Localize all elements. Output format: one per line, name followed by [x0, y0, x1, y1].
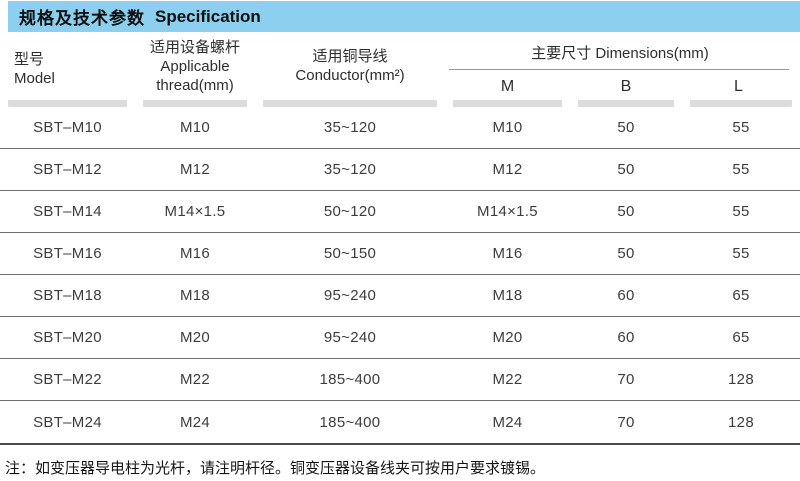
cell-model: SBT–M12: [33, 161, 102, 178]
cell-dim-l: 65: [732, 329, 750, 346]
cell-dim-m: M20: [492, 329, 523, 346]
cell-conductor: 35~120: [323, 161, 377, 178]
cell-thread: M14×1.5: [164, 203, 226, 220]
footnote: 注：如变压器导电柱为光杆，请注明杆径。铜变压器设备线夹可按用户要求镀锡。: [5, 460, 546, 477]
cell-thread: M10: [179, 119, 211, 136]
strip-segment: [690, 100, 792, 107]
cell-model: SBT–M18: [33, 287, 102, 304]
cell-model: SBT–M10: [33, 119, 102, 136]
cell-dim-l: 55: [732, 119, 750, 136]
cell-dim-l: 128: [728, 371, 754, 388]
cell-conductor: 95~240: [323, 287, 377, 304]
table-row: SBT–M22 M22 185~400 M22 70 128: [0, 359, 800, 401]
cell-thread: M18: [179, 287, 211, 304]
column-header-thread-en1: Applicable: [160, 57, 230, 75]
cell-dim-l: 128: [728, 413, 754, 431]
cell-dim-b: 50: [617, 203, 635, 220]
cell-model: SBT–M24: [33, 413, 102, 431]
cell-thread: M12: [179, 161, 211, 178]
column-header-thread: 适用设备螺杆 Applicable thread(mm): [135, 32, 255, 100]
strip-segment: [143, 100, 247, 107]
column-header-l: L: [734, 78, 743, 95]
cell-dim-m: M16: [492, 245, 523, 262]
dimensions-divider-line: [449, 69, 789, 70]
cell-dim-l: 55: [732, 245, 750, 262]
cell-dim-b: 50: [617, 245, 635, 262]
cell-conductor: 50~120: [323, 203, 377, 220]
column-header-b: B: [620, 78, 632, 95]
cell-dim-b: 70: [617, 371, 635, 388]
strip-segment: [578, 100, 674, 107]
cell-dim-b: 50: [617, 119, 635, 136]
cell-dim-b: 70: [617, 413, 635, 431]
table-row: SBT–M14 M14×1.5 50~120 M14×1.5 50 55: [0, 191, 800, 233]
header-separator-strip: [0, 100, 800, 107]
cell-model: SBT–M16: [33, 245, 102, 262]
section-title-en: Specification: [155, 6, 261, 26]
cell-dim-m: M24: [492, 413, 523, 431]
section-title-bar: 规格及技术参数 Specification: [8, 1, 800, 32]
cell-conductor: 185~400: [319, 371, 381, 388]
cell-model: SBT–M20: [33, 329, 102, 346]
cell-conductor: 185~400: [319, 413, 381, 431]
dimensions-group-label: 主要尺寸 Dimensions(mm): [531, 45, 709, 62]
table-row: SBT–M12 M12 35~120 M12 50 55: [0, 149, 800, 191]
table-header-row: 型号 Model 适用设备螺杆 Applicable thread(mm) 适用…: [0, 32, 800, 100]
cell-dim-b: 60: [617, 287, 635, 304]
column-header-model-zh: 型号: [14, 51, 45, 68]
column-header-model-en: Model: [14, 70, 55, 87]
column-header-conductor: 适用铜导线 Conductor(mm²): [255, 32, 445, 100]
cell-dim-b: 50: [617, 161, 635, 178]
table-row: SBT–M10 M10 35~120 M10 50 55: [0, 107, 800, 149]
cell-dim-m: M10: [492, 119, 523, 136]
cell-conductor: 50~150: [323, 245, 377, 262]
cell-dim-l: 55: [732, 161, 750, 178]
table-row: SBT–M24 M24 185~400 M24 70 128: [0, 401, 800, 443]
table-row: SBT–M16 M16 50~150 M16 50 55: [0, 233, 800, 275]
column-header-thread-en2: thread(mm): [156, 76, 234, 94]
column-header-model: 型号 Model: [0, 32, 135, 100]
cell-dim-m: M12: [492, 161, 523, 178]
strip-segment: [453, 100, 562, 107]
table-row: SBT–M20 M20 95~240 M20 60 65: [0, 317, 800, 359]
cell-thread: M16: [179, 245, 211, 262]
strip-segment: [8, 100, 127, 107]
cell-dim-l: 55: [732, 203, 750, 220]
table-row: SBT–M18 M18 95~240 M18 60 65: [0, 275, 800, 317]
cell-conductor: 95~240: [323, 329, 377, 346]
cell-dim-m: M22: [492, 371, 523, 388]
column-header-m: M: [500, 78, 515, 95]
section-title-zh: 规格及技术参数: [19, 9, 145, 28]
cell-model: SBT–M14: [33, 203, 102, 220]
cell-thread: M22: [179, 371, 211, 388]
cell-dim-m: M14×1.5: [477, 203, 538, 220]
strip-segment: [263, 100, 437, 107]
dimensions-subheader-row: M B L: [445, 70, 795, 100]
cell-thread: M24: [179, 413, 211, 431]
cell-thread: M20: [179, 329, 211, 346]
cell-model: SBT–M22: [33, 371, 102, 388]
column-group-dimensions: 主要尺寸 Dimensions(mm) M B L: [445, 32, 795, 100]
column-header-conductor-en: Conductor(mm²): [295, 67, 405, 84]
column-header-thread-zh: 适用设备螺杆: [149, 38, 240, 56]
cell-conductor: 35~120: [323, 119, 377, 136]
table-body: SBT–M10 M10 35~120 M10 50 55 SBT–M12 M12…: [0, 107, 800, 445]
column-header-conductor-zh: 适用铜导线: [312, 48, 388, 65]
cell-dim-m: M18: [492, 287, 523, 304]
cell-dim-b: 60: [617, 329, 635, 346]
cell-dim-l: 65: [732, 287, 750, 304]
